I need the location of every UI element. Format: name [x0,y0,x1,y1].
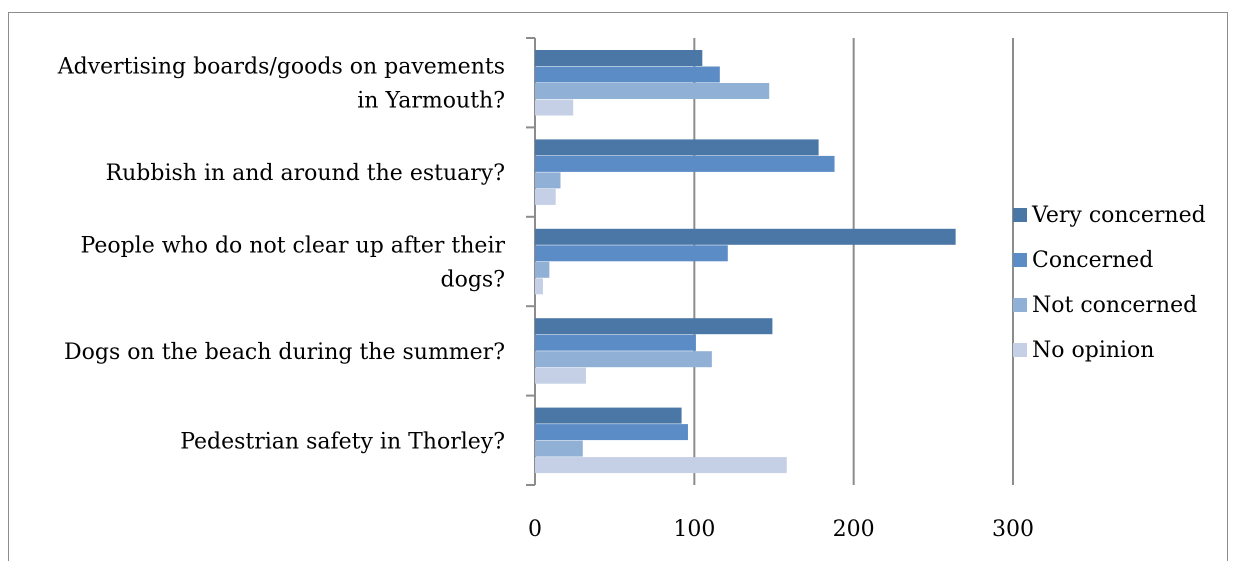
legend-swatch-not-concerned [1013,298,1027,312]
bar-not-concerned-2 [535,172,561,189]
legend-swatch-very-concerned [1013,208,1027,222]
x-tick-label-300: 300 [992,517,1034,542]
bar-very-concerned-2 [535,139,819,156]
legend-swatch-concerned [1013,253,1027,267]
category-label: dogs? [441,268,506,293]
bar-very-concerned-4 [535,318,773,335]
bar-no-opinion-4 [535,367,586,384]
legend-label-very-concerned: Very concerned [1031,203,1206,228]
category-label: Dogs on the beach during the summer? [64,340,505,365]
bar-not-concerned-3 [535,261,550,278]
bar-very-concerned-5 [535,407,682,424]
bar-no-opinion-1 [535,99,574,116]
category-label: Rubbish in and around the estuary? [106,161,505,186]
x-tick-labels: 0 100 200 300 [528,517,1034,542]
category-label: Pedestrian safety in Thorley? [180,429,505,454]
bar-no-opinion-5 [535,457,787,474]
bar-not-concerned-4 [535,351,712,368]
bar-concerned-3 [535,245,728,262]
legend-label-concerned: Concerned [1032,248,1153,273]
category-label: in Yarmouth? [357,89,505,114]
legend-label-not-concerned: Not concerned [1032,293,1197,318]
legend: Very concerned Concerned Not concerned No o… [1013,203,1206,363]
x-tick-label-100: 100 [673,517,715,542]
x-tick-label-200: 200 [833,517,875,542]
bar-not-concerned-1 [535,83,770,99]
bar-concerned-1 [535,66,720,83]
bar-very-concerned-3 [535,228,956,245]
legend-label-no-opinion: No opinion [1032,338,1154,363]
legend-swatch-no-opinion [1013,343,1027,357]
bar-no-opinion-3 [535,278,543,295]
category-label: Advertising boards/goods on pavements [57,55,505,80]
bar-not-concerned-5 [535,440,583,457]
bar-no-opinion-2 [535,188,556,205]
bar-very-concerned-1 [535,50,703,66]
bars [535,50,956,474]
category-labels: Advertising boards/goods on pavements in … [57,55,506,455]
category-axis [526,37,536,486]
bar-concerned-2 [535,155,835,172]
bar-concerned-5 [535,424,688,441]
category-label: People who do not clear up after their [81,234,506,259]
x-tick-label-0: 0 [528,517,542,542]
gridlines [693,38,1014,485]
bar-concerned-4 [535,334,696,351]
